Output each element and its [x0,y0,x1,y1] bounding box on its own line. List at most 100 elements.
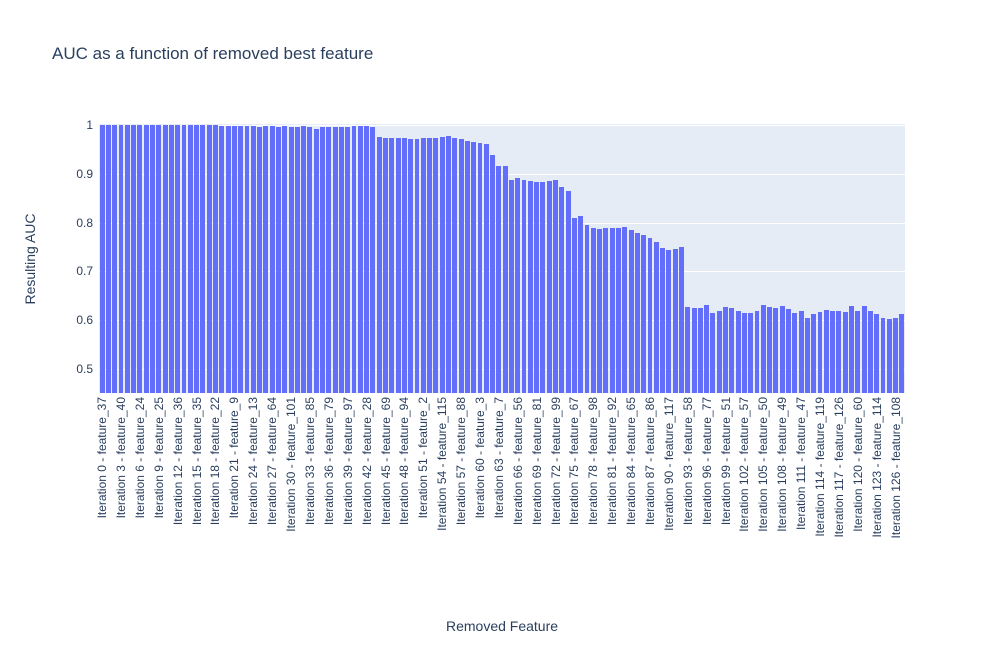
bar[interactable] [565,191,571,393]
bar[interactable] [288,126,294,393]
bar[interactable] [616,227,621,393]
bar[interactable] [276,126,281,393]
bar[interactable] [723,306,728,393]
bar[interactable] [150,124,155,393]
bar[interactable] [168,124,174,393]
bar[interactable] [716,310,722,393]
bar[interactable] [584,224,590,393]
bar[interactable] [886,319,892,393]
bar[interactable] [326,126,332,393]
bar[interactable] [351,126,357,393]
bar[interactable] [458,139,464,393]
bar[interactable] [578,216,584,393]
bar[interactable] [597,228,603,393]
bar[interactable] [735,310,741,393]
bar[interactable] [540,181,546,393]
bar[interactable] [389,137,395,393]
bar[interactable] [867,311,873,393]
bar[interactable] [320,127,325,393]
bar[interactable] [502,166,508,393]
bar[interactable] [244,126,250,393]
bar[interactable] [213,125,218,393]
bar[interactable] [830,310,836,393]
bar[interactable] [836,310,842,393]
bar[interactable] [786,309,791,393]
bar[interactable] [660,248,666,393]
bar[interactable] [874,313,880,393]
bar[interactable] [679,246,684,393]
bar[interactable] [729,308,735,393]
bar[interactable] [452,137,458,393]
bar[interactable] [156,124,162,393]
bar[interactable] [527,180,533,393]
bar[interactable] [817,311,823,393]
bar[interactable] [546,180,552,393]
bar[interactable] [257,127,263,393]
bar[interactable] [672,248,678,393]
bar[interactable] [313,128,319,393]
bar[interactable] [823,310,829,393]
bar[interactable] [741,313,747,393]
bar[interactable] [804,317,810,393]
bar[interactable] [408,138,414,393]
bar[interactable] [439,136,445,393]
bar[interactable] [811,313,817,393]
bar[interactable] [131,124,137,393]
bar[interactable] [194,124,200,393]
bar[interactable] [861,306,867,393]
bar[interactable] [760,305,766,393]
bar[interactable] [225,126,231,393]
bar[interactable] [710,312,716,393]
bar[interactable] [263,126,269,393]
bar[interactable] [238,126,244,393]
bar[interactable] [294,126,300,393]
bar[interactable] [685,306,691,393]
bar[interactable] [666,250,672,393]
bar[interactable] [704,304,710,393]
bar[interactable] [571,217,577,393]
bar[interactable] [332,126,338,393]
bar[interactable] [345,126,351,393]
bar[interactable] [590,228,596,393]
bar[interactable] [181,124,187,393]
bar[interactable] [471,141,477,393]
bar[interactable] [282,126,288,393]
bar[interactable] [395,138,401,393]
bar[interactable] [521,179,527,393]
bar[interactable] [792,312,798,393]
bar[interactable] [124,124,130,393]
bar[interactable] [748,312,754,393]
bar[interactable] [338,127,344,393]
bar[interactable] [634,233,640,393]
bar[interactable] [231,125,237,393]
bar[interactable] [414,138,420,393]
bar[interactable] [99,124,105,393]
bar[interactable] [899,313,905,393]
bar[interactable] [206,124,212,393]
bar[interactable] [609,227,615,393]
bar[interactable] [647,238,653,393]
bar[interactable] [401,138,407,393]
bar[interactable] [490,154,495,393]
bar[interactable] [483,144,489,393]
bar[interactable] [376,137,382,393]
bar[interactable] [370,126,376,393]
bar[interactable] [105,124,111,393]
bar[interactable] [855,310,861,393]
bar[interactable] [477,143,483,393]
bar[interactable] [383,138,388,393]
bar[interactable] [691,307,697,393]
bar[interactable] [842,311,848,393]
bar[interactable] [653,242,659,393]
bar[interactable] [641,235,647,393]
bar[interactable] [779,305,785,393]
bar[interactable] [427,138,433,393]
bar[interactable] [880,317,886,393]
bar[interactable] [143,124,149,393]
bar[interactable] [496,166,502,393]
bar[interactable] [767,306,773,393]
bar[interactable] [118,124,124,393]
bar[interactable] [754,310,760,393]
bar[interactable] [534,181,540,393]
bar[interactable] [364,126,370,393]
